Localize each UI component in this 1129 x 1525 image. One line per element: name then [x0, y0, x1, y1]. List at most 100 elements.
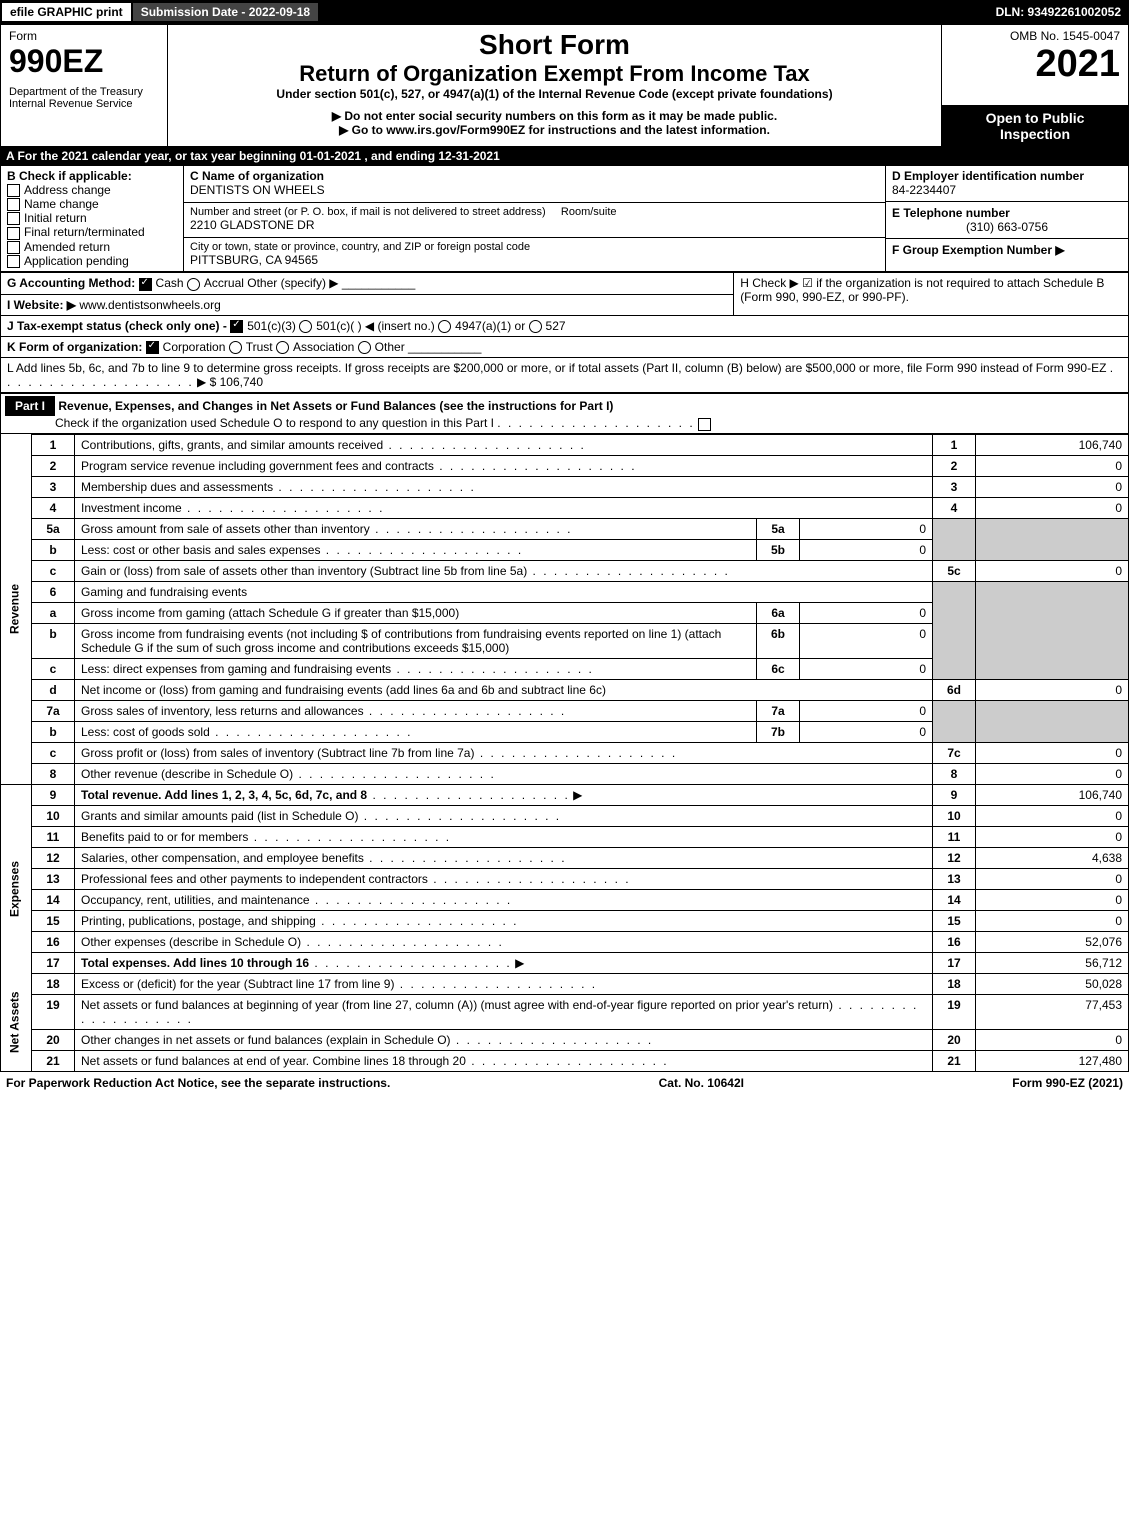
goto-link[interactable]: ▶ Go to www.irs.gov/Form990EZ for instru… [176, 123, 933, 137]
line-11-val: 0 [976, 826, 1129, 847]
line-10-desc: Grants and similar amounts paid (list in… [75, 805, 933, 826]
section-a-tax-year: A For the 2021 calendar year, or tax yea… [0, 147, 1129, 165]
line-21-desc: Net assets or fund balances at end of ye… [75, 1050, 933, 1071]
checkbox-cash[interactable]: Cash [139, 276, 184, 290]
line-7c-resnum: 7c [933, 742, 976, 763]
line-3-val: 0 [976, 476, 1129, 497]
line-20-val: 0 [976, 1029, 1129, 1050]
line-4-val: 0 [976, 497, 1129, 518]
line-7c-val: 0 [976, 742, 1129, 763]
line-1-num: 1 [32, 434, 75, 455]
checkbox-501c[interactable]: 501(c)( ) ◀ (insert no.) [299, 319, 435, 333]
netassets-section-label: Net Assets [1, 973, 32, 1071]
line-19-desc: Net assets or fund balances at beginning… [75, 994, 933, 1029]
tax-year: 2021 [950, 43, 1120, 86]
line-17-val: 56,712 [976, 952, 1129, 973]
line-2-resnum: 2 [933, 455, 976, 476]
checkbox-4947[interactable]: 4947(a)(1) or [438, 319, 525, 333]
line-7b-sub: 7b [757, 721, 800, 742]
checkbox-527[interactable]: 527 [529, 319, 566, 333]
line-6-desc: Gaming and fundraising events [75, 581, 933, 602]
line-6a-sub: 6a [757, 602, 800, 623]
org-info-grid: B Check if applicable: Address change Na… [0, 165, 1129, 273]
line-8-resnum: 8 [933, 763, 976, 784]
line-6b-sub: 6b [757, 623, 800, 658]
line-5b-sub: 5b [757, 539, 800, 560]
line-7a-subval: 0 [800, 700, 933, 721]
ein: 84-2234407 [892, 183, 1122, 197]
line-13-desc: Professional fees and other payments to … [75, 868, 933, 889]
line-21-val: 127,480 [976, 1050, 1129, 1071]
line-17-resnum: 17 [933, 952, 976, 973]
line-9-val: 106,740 [976, 784, 1129, 805]
line-8-val: 0 [976, 763, 1129, 784]
line-6c-sub: 6c [757, 658, 800, 679]
revenue-section-label: Revenue [1, 434, 32, 784]
page-footer: For Paperwork Reduction Act Notice, see … [0, 1072, 1129, 1094]
checkbox-initial-return[interactable]: Initial return [7, 211, 177, 225]
expenses-section-label: Expenses [1, 805, 32, 973]
line-6a-desc: Gross income from gaming (attach Schedul… [75, 602, 757, 623]
short-form-title: Short Form [176, 29, 933, 61]
box-j-label: J Tax-exempt status (check only one) - [7, 319, 227, 333]
checkbox-amended-return[interactable]: Amended return [7, 240, 177, 254]
line-16-resnum: 16 [933, 931, 976, 952]
checkbox-association[interactable]: Association [276, 340, 354, 354]
top-bar: efile GRAPHIC print Submission Date - 20… [0, 0, 1129, 24]
part1-header-row: Part I Revenue, Expenses, and Changes in… [0, 393, 1129, 433]
line-6b-subval: 0 [800, 623, 933, 658]
checkbox-trust[interactable]: Trust [229, 340, 273, 354]
line-11-resnum: 11 [933, 826, 976, 847]
line-13-resnum: 13 [933, 868, 976, 889]
line-9-resnum: 9 [933, 784, 976, 805]
part1-check-line: Check if the organization used Schedule … [55, 416, 494, 430]
line-17-desc: Total expenses. Add lines 10 through 16 … [75, 952, 933, 973]
line-6a-subval: 0 [800, 602, 933, 623]
submission-date: Submission Date - 2022-09-18 [133, 3, 318, 21]
checkbox-schedule-o[interactable] [698, 418, 711, 431]
checkbox-application-pending[interactable]: Application pending [7, 254, 177, 268]
checkbox-accrual[interactable]: Accrual [187, 276, 244, 290]
checkbox-other-org[interactable]: Other [358, 340, 405, 354]
box-d-label: D Employer identification number [892, 169, 1122, 183]
line-4-desc: Investment income [75, 497, 933, 518]
org-city: PITTSBURG, CA 94565 [190, 253, 879, 267]
line-7c-desc: Gross profit or (loss) from sales of inv… [75, 742, 933, 763]
line-5c-desc: Gain or (loss) from sale of assets other… [75, 560, 933, 581]
checkbox-final-return[interactable]: Final return/terminated [7, 225, 177, 239]
line-13-val: 0 [976, 868, 1129, 889]
line-21-resnum: 21 [933, 1050, 976, 1071]
checkbox-corporation[interactable]: Corporation [146, 340, 226, 354]
line-7b-subval: 0 [800, 721, 933, 742]
line-5a-desc: Gross amount from sale of assets other t… [75, 518, 757, 539]
website-link[interactable]: www.dentistsonwheels.org [79, 298, 220, 312]
box-l: L Add lines 5b, 6c, and 7b to line 9 to … [1, 358, 1129, 393]
line-10-val: 0 [976, 805, 1129, 826]
line-12-desc: Salaries, other compensation, and employ… [75, 847, 933, 868]
line-18-val: 50,028 [976, 973, 1129, 994]
line-6d-desc: Net income or (loss) from gaming and fun… [75, 679, 933, 700]
checkbox-address-change[interactable]: Address change [7, 183, 177, 197]
line-8-desc: Other revenue (describe in Schedule O) [75, 763, 933, 784]
line-5c-resnum: 5c [933, 560, 976, 581]
line-18-desc: Excess or (deficit) for the year (Subtra… [75, 973, 933, 994]
line-6d-resnum: 6d [933, 679, 976, 700]
line-3-resnum: 3 [933, 476, 976, 497]
no-ssn-notice: ▶ Do not enter social security numbers o… [176, 109, 933, 123]
form-label: Form [9, 29, 159, 43]
other-specify[interactable]: Other (specify) ▶ [247, 276, 338, 290]
box-c-name-label: C Name of organization [190, 169, 879, 183]
box-e-label: E Telephone number [892, 206, 1122, 220]
org-street: 2210 GLADSTONE DR [190, 218, 879, 232]
line-5a-sub: 5a [757, 518, 800, 539]
line-7b-desc: Less: cost of goods sold [75, 721, 757, 742]
line-10-resnum: 10 [933, 805, 976, 826]
box-c-street-label: Number and street (or P. O. box, if mail… [190, 206, 879, 218]
line-14-desc: Occupancy, rent, utilities, and maintena… [75, 889, 933, 910]
line-19-resnum: 19 [933, 994, 976, 1029]
part1-table: Revenue 1 Contributions, gifts, grants, … [0, 434, 1129, 1072]
checkbox-name-change[interactable]: Name change [7, 197, 177, 211]
checkbox-501c3[interactable]: 501(c)(3) [230, 319, 296, 333]
line-5b-subval: 0 [800, 539, 933, 560]
line-1-desc: Contributions, gifts, grants, and simila… [75, 434, 933, 455]
